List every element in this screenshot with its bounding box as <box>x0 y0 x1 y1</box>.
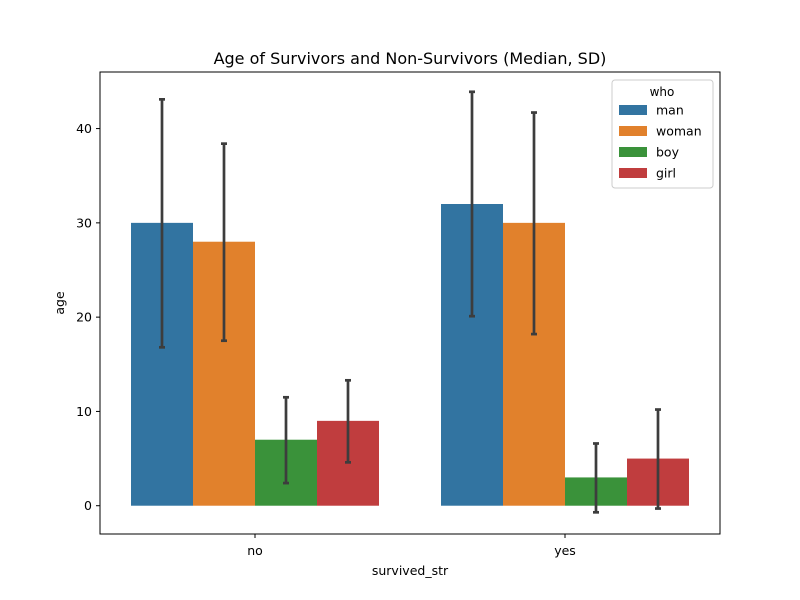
legend-entries: man woman boy girl <box>619 103 702 181</box>
legend-label-girl: girl <box>656 166 676 181</box>
legend-swatch-boy <box>619 147 647 157</box>
y-axis: 0 10 20 30 40 <box>76 121 100 513</box>
x-axis: no yes <box>247 534 576 558</box>
x-tick-label: yes <box>554 543 576 558</box>
legend-swatch-girl <box>619 168 647 178</box>
y-tick-label: 0 <box>84 498 92 513</box>
legend-title: who <box>650 85 675 99</box>
bars-layer <box>131 204 689 506</box>
x-axis-label: survived_str <box>372 563 449 578</box>
y-tick-label: 20 <box>76 310 92 325</box>
legend-label-boy: boy <box>656 145 680 160</box>
chart-title: Age of Survivors and Non-Survivors (Medi… <box>214 49 607 68</box>
y-axis-label: age <box>52 291 67 315</box>
legend-swatch-woman <box>619 126 647 136</box>
plot-frame <box>99 71 721 535</box>
y-tick-label: 40 <box>76 121 92 136</box>
y-tick-label: 10 <box>76 404 92 419</box>
legend-swatch-man <box>619 105 647 115</box>
x-tick-label: no <box>247 543 263 558</box>
error-bars-layer <box>159 90 661 514</box>
y-tick-label: 30 <box>76 215 92 230</box>
legend-label-man: man <box>656 103 684 118</box>
legend-label-woman: woman <box>656 124 702 139</box>
legend: who man woman boy girl <box>611 79 714 189</box>
